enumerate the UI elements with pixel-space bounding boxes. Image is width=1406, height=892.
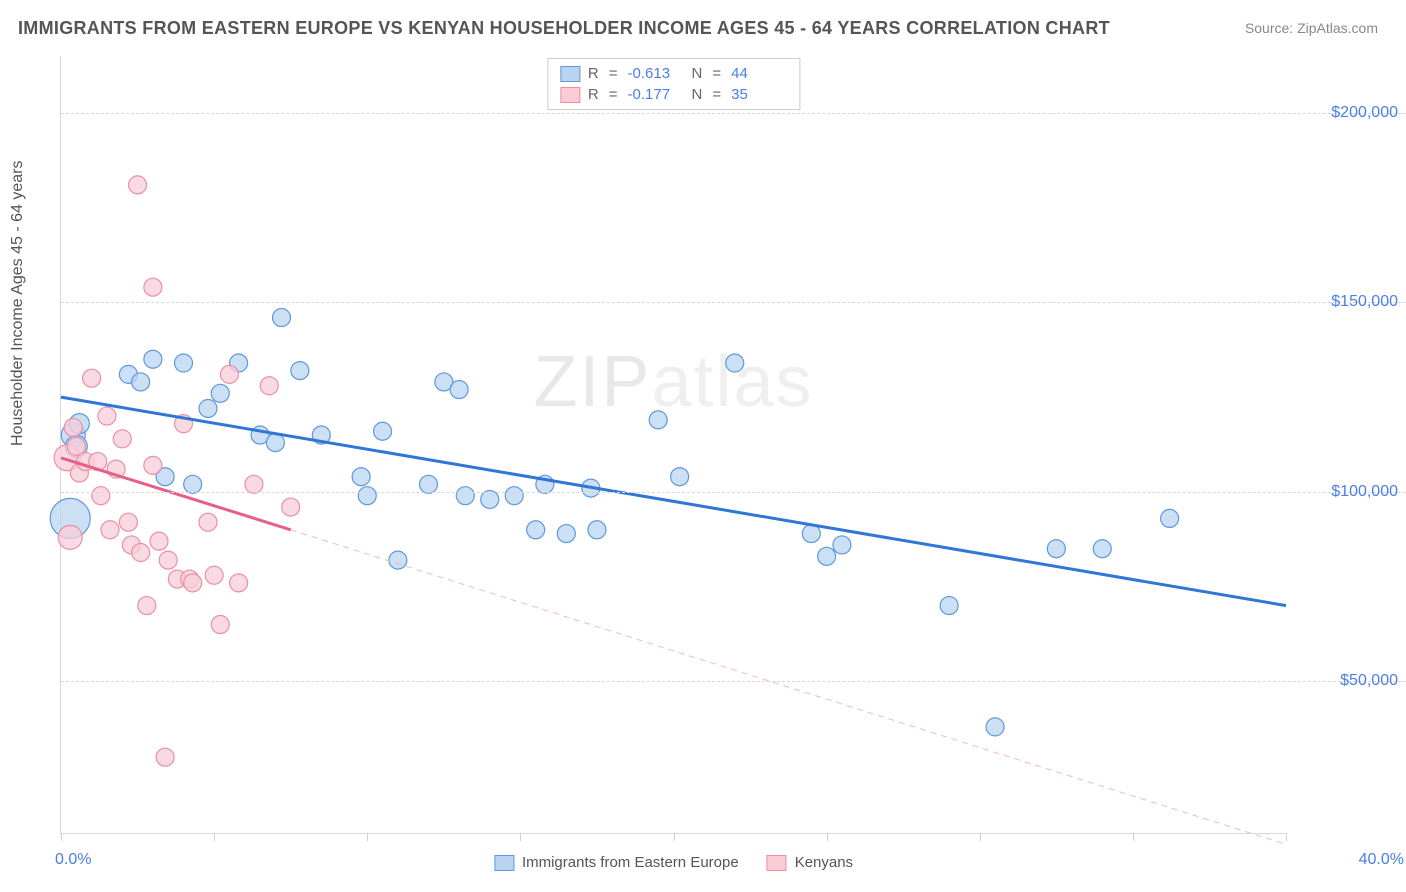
legend-swatch [767, 855, 787, 871]
x-tick-label: 40.0% [1359, 851, 1404, 869]
data-point [64, 418, 82, 436]
data-point [671, 468, 689, 486]
source-label: Source: ZipAtlas.com [1245, 20, 1378, 36]
data-point [144, 350, 162, 368]
data-point [92, 487, 110, 505]
data-point [291, 362, 309, 380]
data-point [230, 574, 248, 592]
x-tick [1286, 833, 1287, 841]
data-point [211, 616, 229, 634]
data-point [266, 434, 284, 452]
data-point [450, 381, 468, 399]
legend-label: Immigrants from Eastern Europe [522, 854, 739, 871]
data-point [220, 365, 238, 383]
data-point [260, 377, 278, 395]
x-tick [367, 833, 368, 841]
data-point [389, 551, 407, 569]
y-axis-label: Householder Income Ages 45 - 64 years [9, 161, 27, 447]
data-point [199, 399, 217, 417]
data-point [129, 176, 147, 194]
x-tick-label: 0.0% [55, 851, 91, 869]
data-point [374, 422, 392, 440]
x-tick [674, 833, 675, 841]
series-legend: Immigrants from Eastern Europe Kenyans [494, 854, 853, 871]
x-tick [520, 833, 521, 841]
data-point [456, 487, 474, 505]
data-point [818, 547, 836, 565]
data-point [113, 430, 131, 448]
gridline-h [61, 492, 1406, 493]
data-point [833, 536, 851, 554]
y-tick-label: $200,000 [1331, 104, 1398, 122]
data-point [175, 354, 193, 372]
data-point [282, 498, 300, 516]
data-point [358, 487, 376, 505]
y-tick-label: $50,000 [1340, 672, 1398, 690]
scatter-plot-svg [61, 56, 1286, 833]
x-tick [1133, 833, 1134, 841]
legend-label: Kenyans [795, 854, 853, 871]
data-point [184, 475, 202, 493]
data-point [986, 718, 1004, 736]
trend-line [61, 397, 1286, 605]
x-tick [827, 833, 828, 841]
data-point [1093, 540, 1111, 558]
data-point [481, 490, 499, 508]
data-point [58, 525, 82, 549]
data-point [156, 748, 174, 766]
gridline-h [61, 113, 1406, 114]
x-tick [61, 833, 62, 841]
x-tick [980, 833, 981, 841]
data-point [527, 521, 545, 539]
legend-item: Kenyans [767, 854, 853, 871]
legend-item: Immigrants from Eastern Europe [494, 854, 739, 871]
chart-area: ZIPatlas R=-0.613N=44R=-0.177N=35 Immigr… [60, 56, 1286, 834]
data-point [199, 513, 217, 531]
data-point [101, 521, 119, 539]
y-tick-label: $100,000 [1331, 483, 1398, 501]
gridline-h [61, 681, 1406, 682]
data-point [352, 468, 370, 486]
data-point [144, 278, 162, 296]
gridline-h [61, 302, 1406, 303]
data-point [1161, 509, 1179, 527]
data-point [649, 411, 667, 429]
data-point [83, 369, 101, 387]
trend-line-extrapolated [291, 530, 1286, 845]
data-point [211, 384, 229, 402]
data-point [132, 373, 150, 391]
data-point [726, 354, 744, 372]
y-tick-label: $150,000 [1331, 293, 1398, 311]
data-point [1047, 540, 1065, 558]
data-point [132, 544, 150, 562]
data-point [557, 525, 575, 543]
chart-title: IMMIGRANTS FROM EASTERN EUROPE VS KENYAN… [18, 18, 1110, 39]
data-point [588, 521, 606, 539]
legend-swatch [494, 855, 514, 871]
data-point [159, 551, 177, 569]
x-tick [214, 833, 215, 841]
data-point [138, 597, 156, 615]
data-point [98, 407, 116, 425]
data-point [505, 487, 523, 505]
data-point [940, 597, 958, 615]
data-point [420, 475, 438, 493]
data-point [119, 513, 137, 531]
data-point [144, 456, 162, 474]
data-point [184, 574, 202, 592]
data-point [150, 532, 168, 550]
data-point [273, 309, 291, 327]
data-point [205, 566, 223, 584]
data-point [245, 475, 263, 493]
